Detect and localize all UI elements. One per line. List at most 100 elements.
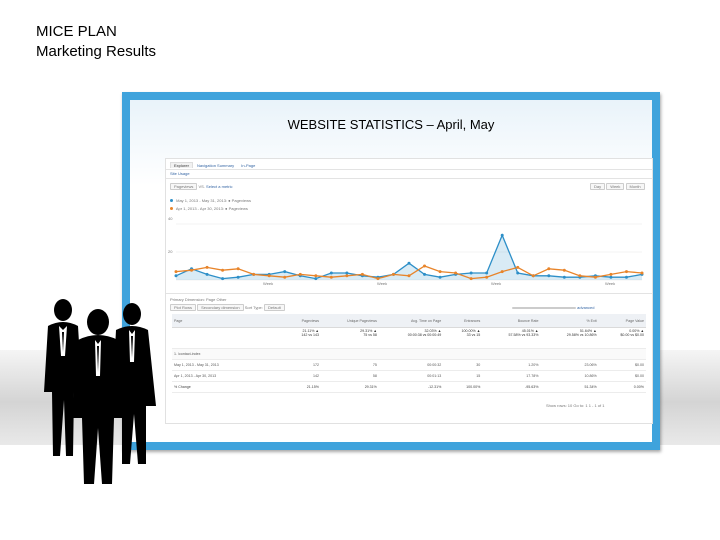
data-point[interactable] <box>236 267 240 271</box>
data-point[interactable] <box>438 270 442 274</box>
data-point[interactable] <box>221 277 225 281</box>
site-usage-link[interactable]: Site Usage <box>170 171 190 176</box>
data-point[interactable] <box>547 274 551 278</box>
frame-title: WEBSITE STATISTICS – April, May <box>287 117 495 132</box>
data-point[interactable] <box>360 272 364 276</box>
data-point[interactable] <box>345 274 349 278</box>
data-point[interactable] <box>423 272 427 276</box>
data-point[interactable] <box>640 271 644 275</box>
metric-select[interactable]: Pageviews <box>170 183 198 190</box>
data-point[interactable] <box>609 275 613 279</box>
data-point[interactable] <box>205 272 209 276</box>
legend-may-label: May 1, 2013 - May 31, 2013: ● Pageviews <box>176 198 252 203</box>
summary-value: 51.64% ▲ <box>579 329 597 333</box>
data-point[interactable] <box>500 233 504 237</box>
data-point[interactable] <box>531 274 535 278</box>
data-point[interactable] <box>345 271 349 275</box>
day-button[interactable]: Day <box>590 183 606 190</box>
summary-cell: 51.64% ▲ 29.58% vs 10.86% <box>540 327 599 349</box>
table-cell: 1.20% <box>482 359 541 371</box>
report-tabs: Explorer Navigation Summary In-Page <box>170 162 258 168</box>
x-tick-2: Week <box>377 281 388 286</box>
header-bounce-rate[interactable]: Bounce Rate <box>482 314 541 328</box>
advanced-link[interactable]: advanced <box>577 305 595 310</box>
data-point[interactable] <box>438 275 442 279</box>
data-point[interactable] <box>174 270 178 274</box>
table-cell: -95.63% <box>482 381 541 393</box>
data-point[interactable] <box>283 275 287 279</box>
summary-cell: 32.03% ▲ 00:00:38 vs 00:00:49 <box>378 327 444 349</box>
summary-subvalue: 142 vs 143 <box>301 333 319 337</box>
tab-explorer[interactable]: Explorer <box>170 162 193 168</box>
group-row[interactable]: 1. /contact-index <box>172 348 646 360</box>
data-point[interactable] <box>423 264 427 268</box>
data-point[interactable] <box>283 270 287 274</box>
data-point[interactable] <box>314 277 318 281</box>
tab-navigation-summary[interactable]: Navigation Summary <box>197 163 235 168</box>
table-row: Apr 1, 2013 - Apr 30, 2013 142 58 00:01:… <box>172 370 646 382</box>
header-avg-time[interactable]: Avg. Time on Page <box>378 314 444 328</box>
slide-subtitle: Marketing Results <box>36 43 157 60</box>
table-cell: 75 <box>321 359 379 371</box>
data-point[interactable] <box>407 274 411 278</box>
header-pageviews[interactable]: Pageviews <box>284 314 321 328</box>
select-metric-link[interactable]: Select a metric <box>206 184 233 189</box>
data-point[interactable] <box>314 274 318 278</box>
header-page[interactable]: Page <box>172 314 284 328</box>
legend-april-label: Apr 1, 2013 - Apr 30, 2013: ● Pageviews <box>175 206 248 211</box>
summary-cell: 0.00% ▲ $0.00 vs $0.00 <box>598 327 646 349</box>
table-search-input[interactable] <box>512 307 576 309</box>
data-point[interactable] <box>485 271 489 275</box>
month-button[interactable]: Month <box>625 183 645 190</box>
data-point[interactable] <box>469 271 473 275</box>
header-unique-pageviews[interactable]: Unique Pageviews <box>321 314 379 328</box>
data-point[interactable] <box>562 275 566 279</box>
summary-value: 32.03% ▲ <box>424 329 442 333</box>
tab-in-page[interactable]: In-Page <box>241 163 256 168</box>
summary-subvalue: 75 vs 58 <box>363 333 377 337</box>
data-point[interactable] <box>236 275 240 279</box>
header-entrances[interactable]: Entrances <box>443 314 483 328</box>
secondary-dimension-select[interactable]: Secondary dimension <box>197 304 244 311</box>
plot-rows-button[interactable]: Plot Rows <box>170 304 197 311</box>
data-point[interactable] <box>516 271 520 275</box>
data-point[interactable] <box>407 261 411 265</box>
data-point[interactable] <box>329 271 333 275</box>
data-point[interactable] <box>221 268 225 272</box>
data-point[interactable] <box>485 275 489 279</box>
data-point[interactable] <box>391 272 395 276</box>
table-cell: 142 <box>284 370 321 382</box>
data-point[interactable] <box>174 274 178 278</box>
data-point[interactable] <box>562 268 566 272</box>
data-point[interactable] <box>593 275 597 279</box>
data-point[interactable] <box>267 274 271 278</box>
summary-subvalue: 57.58% vs 93.33% <box>508 333 539 337</box>
data-point[interactable] <box>205 265 209 269</box>
data-point[interactable] <box>624 270 628 274</box>
data-point[interactable] <box>500 270 504 274</box>
legend-april-swatch <box>170 207 173 211</box>
data-point[interactable] <box>578 274 582 278</box>
group-label[interactable]: 1. /contact-index <box>172 348 646 360</box>
data-point[interactable] <box>298 272 302 276</box>
data-point[interactable] <box>252 272 256 276</box>
data-point[interactable] <box>190 268 194 272</box>
sort-type-select[interactable]: Default <box>264 304 285 311</box>
data-point[interactable] <box>609 272 613 276</box>
table-cell: 00:00:32 <box>378 359 444 371</box>
table-cell: 58 <box>321 370 379 382</box>
data-point[interactable] <box>469 277 473 281</box>
table-cell: 00:01:13 <box>378 370 444 382</box>
table-cell: 10.86% <box>540 370 599 382</box>
data-point[interactable] <box>376 277 380 281</box>
y-tick-40: 40 <box>168 216 173 221</box>
data-point[interactable] <box>624 275 628 279</box>
header-page-value[interactable]: Page Value <box>598 314 646 328</box>
header-exit[interactable]: % Exit <box>540 314 599 328</box>
data-point[interactable] <box>454 271 458 275</box>
pagination[interactable]: Show rows: 10 Go to: 1 1 - 1 of 1 <box>546 403 605 408</box>
data-point[interactable] <box>329 275 333 279</box>
week-button[interactable]: Week <box>606 183 625 190</box>
data-point[interactable] <box>547 267 551 271</box>
data-point[interactable] <box>516 265 520 269</box>
